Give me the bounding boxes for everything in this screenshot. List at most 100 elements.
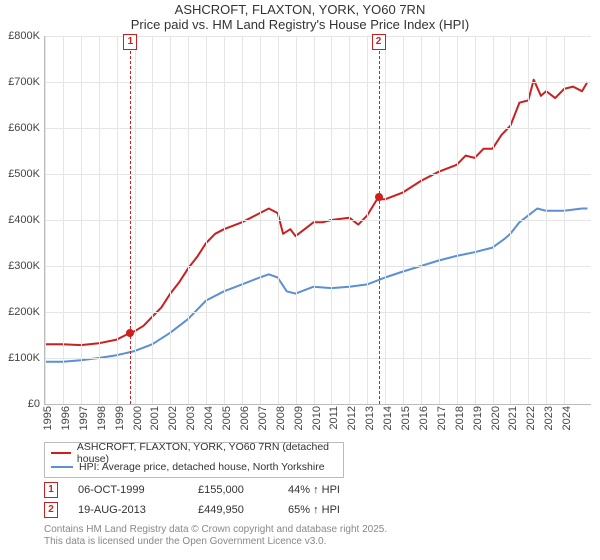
x-tick-label: 1998 (96, 406, 108, 430)
plot-area (44, 36, 591, 405)
sales-table: 1 06-OCT-1999 £155,000 44% ↑ HPI 2 19-AU… (44, 480, 378, 520)
x-tick-label: 2024 (561, 406, 573, 430)
sale-marker-dot (375, 193, 383, 201)
x-tick-label: 2001 (149, 406, 161, 430)
gridline-v (314, 36, 315, 404)
x-tick-label: 2007 (257, 406, 269, 430)
x-tick-label: 2014 (382, 406, 394, 430)
x-tick-label: 2002 (167, 406, 179, 430)
x-tick-label: 2016 (418, 406, 430, 430)
attribution-text: Contains HM Land Registry data © Crown c… (44, 524, 387, 548)
gridline-v (385, 36, 386, 404)
series-hpi (45, 209, 587, 362)
x-tick-label: 2022 (525, 406, 537, 430)
x-tick-label: 2012 (346, 406, 358, 430)
legend-label: HPI: Average price, detached house, Nort… (79, 461, 325, 473)
gridline-v (403, 36, 404, 404)
legend-swatch (51, 466, 73, 468)
gridline-v (260, 36, 261, 404)
y-tick-label: £500K (0, 168, 40, 180)
gridline-v (493, 36, 494, 404)
sales-row: 2 19-AUG-2013 £449,950 65% ↑ HPI (44, 500, 378, 520)
x-tick-label: 2010 (311, 406, 323, 430)
gridline-v (546, 36, 547, 404)
series-price_paid (45, 80, 587, 345)
x-tick-label: 2017 (436, 406, 448, 430)
x-tick-label: 1997 (78, 406, 90, 430)
gridline-v (99, 36, 100, 404)
sale-date: 19-AUG-2013 (78, 504, 198, 516)
x-tick-label: 2018 (454, 406, 466, 430)
sale-marker-box: 2 (372, 34, 386, 50)
attribution-line: Contains HM Land Registry data © Crown c… (44, 524, 387, 535)
gridline-v (278, 36, 279, 404)
x-tick-label: 2019 (472, 406, 484, 430)
gridline-v (331, 36, 332, 404)
x-tick-label: 2020 (490, 406, 502, 430)
gridline-v (170, 36, 171, 404)
gridline-v (63, 36, 64, 404)
legend-box: ASHCROFT, FLAXTON, YORK, YO60 7RN (detac… (44, 442, 344, 478)
gridline-v (528, 36, 529, 404)
legend-item: ASHCROFT, FLAXTON, YORK, YO60 7RN (detac… (51, 446, 337, 460)
gridline-v (349, 36, 350, 404)
x-tick-label: 2009 (293, 406, 305, 430)
sales-row: 1 06-OCT-1999 £155,000 44% ↑ HPI (44, 480, 378, 500)
sale-marker-line (130, 36, 131, 404)
gridline-h (45, 266, 591, 267)
x-tick-label: 2000 (132, 406, 144, 430)
y-tick-label: £200K (0, 306, 40, 318)
x-tick-label: 1995 (42, 406, 54, 430)
y-tick-label: £100K (0, 352, 40, 364)
x-tick-label: 1996 (60, 406, 72, 430)
sale-marker-box: 1 (123, 34, 137, 50)
attribution-line: This data is licensed under the Open Gov… (44, 536, 326, 547)
chart-title: ASHCROFT, FLAXTON, YORK, YO60 7RN Price … (0, 2, 600, 32)
chart-container: ASHCROFT, FLAXTON, YORK, YO60 7RN Price … (0, 0, 600, 560)
gridline-v (421, 36, 422, 404)
gridline-v (367, 36, 368, 404)
sale-price: £449,950 (198, 504, 288, 516)
gridline-h (45, 128, 591, 129)
y-tick-label: £300K (0, 260, 40, 272)
x-tick-label: 2023 (543, 406, 555, 430)
sale-price: £155,000 (198, 484, 288, 496)
gridline-v (152, 36, 153, 404)
sale-marker-icon: 2 (44, 502, 58, 518)
gridline-v (117, 36, 118, 404)
sale-marker-dot (126, 329, 134, 337)
gridline-h (45, 174, 591, 175)
gridline-v (439, 36, 440, 404)
gridline-v (135, 36, 136, 404)
gridline-v (564, 36, 565, 404)
x-tick-label: 2013 (364, 406, 376, 430)
title-line-1: ASHCROFT, FLAXTON, YORK, YO60 7RN (175, 2, 426, 17)
x-tick-label: 2005 (221, 406, 233, 430)
sale-delta: 44% ↑ HPI (288, 484, 378, 496)
gridline-v (242, 36, 243, 404)
y-tick-label: £600K (0, 122, 40, 134)
sale-marker-line (379, 36, 380, 404)
legend-swatch (51, 452, 71, 454)
x-tick-label: 2004 (203, 406, 215, 430)
gridline-v (81, 36, 82, 404)
sale-delta: 65% ↑ HPI (288, 504, 378, 516)
x-tick-label: 1999 (114, 406, 126, 430)
gridline-v (296, 36, 297, 404)
y-tick-label: £400K (0, 214, 40, 226)
sale-marker-icon: 1 (44, 482, 58, 498)
x-tick-label: 2011 (328, 406, 340, 430)
marker-index: 1 (48, 484, 54, 495)
x-tick-label: 2021 (507, 406, 519, 430)
gridline-v (457, 36, 458, 404)
y-tick-label: £800K (0, 30, 40, 42)
gridline-h (45, 312, 591, 313)
gridline-v (475, 36, 476, 404)
title-line-2: Price paid vs. HM Land Registry's House … (131, 17, 469, 32)
gridline-v (224, 36, 225, 404)
gridline-v (188, 36, 189, 404)
sale-date: 06-OCT-1999 (78, 484, 198, 496)
gridline-v (206, 36, 207, 404)
y-tick-label: £0 (0, 398, 40, 410)
x-tick-label: 2006 (239, 406, 251, 430)
